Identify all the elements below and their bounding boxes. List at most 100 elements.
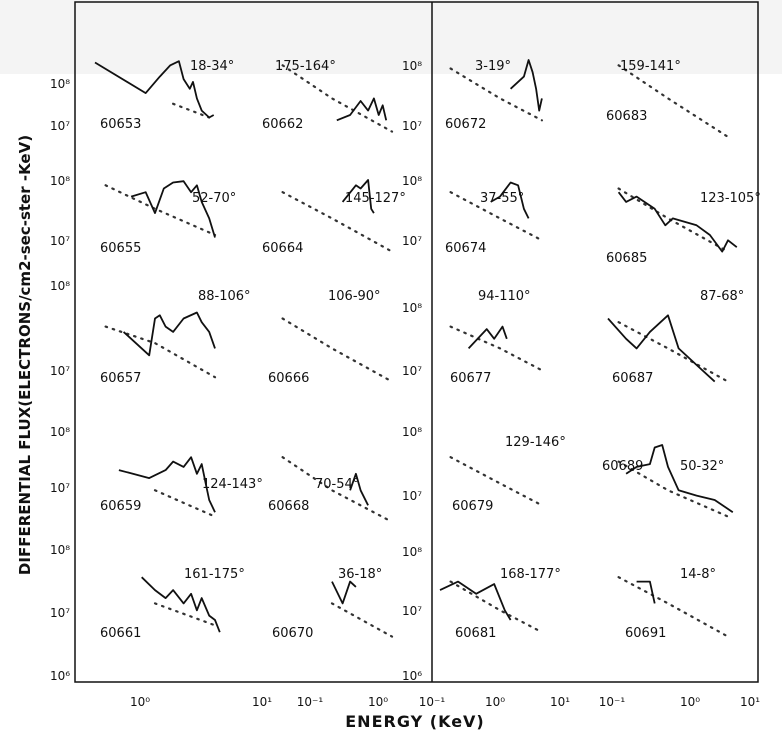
x-axis-label: ENERGY (KeV)	[345, 712, 484, 731]
page-scan-background	[0, 0, 782, 74]
panel-60668: 60668 70-54°	[268, 456, 394, 523]
panel-angle-label: 50-32°	[680, 459, 724, 474]
spectrum-line-60668	[349, 472, 369, 506]
panel-id-label: 60689	[602, 459, 643, 474]
background-spectrum-60655	[104, 184, 217, 237]
panel-angle-label: 70-54°	[315, 477, 359, 492]
panel-id-label: 60662	[262, 117, 303, 132]
y-tick-label: 10⁷	[50, 119, 70, 133]
x-tick-label: 10¹	[550, 695, 570, 709]
x-tick-label: 10⁰	[368, 695, 388, 709]
panel-angle-label: 175-164°	[275, 59, 336, 74]
background-spectrum-60672	[449, 67, 543, 122]
x-tick-label: 10⁻¹	[599, 695, 626, 709]
panel-angle-label: 124-143°	[202, 477, 263, 492]
x-tick-label: 10⁰	[130, 695, 150, 709]
panel-id-label: 60691	[625, 626, 666, 641]
panel-angle-label: 52-70°	[192, 191, 236, 206]
panel-angle-label: 145-127°	[345, 191, 406, 206]
y-tick-label: 10⁷	[50, 234, 70, 248]
panel-angle-label: 123-105°	[700, 191, 761, 206]
panel-id-label: 60679	[452, 499, 493, 514]
spectrum-line-60674	[490, 181, 530, 219]
panel-angle-label: 168-177°	[500, 567, 561, 582]
panel-60689: 60689 50-32°	[602, 444, 734, 518]
y-tick-label: 10⁸	[50, 174, 70, 188]
y-tick-label: 10⁸	[50, 425, 70, 439]
x-tick-label: 10¹	[740, 695, 760, 709]
y-tick-label: 10⁶	[50, 669, 70, 683]
panel-angle-label: 129-146°	[505, 435, 566, 450]
panel-60662: 60662 175-164°	[262, 59, 394, 133]
x-tick-label: 10¹	[252, 695, 272, 709]
spectrum-line-60662	[336, 97, 388, 122]
background-spectrum-60662	[281, 64, 394, 133]
panel-angle-label: 94-110°	[478, 289, 531, 304]
tick-labels: 10⁰ 10¹ 10⁻¹ 10⁰ 10⁻¹ 10⁰ 10¹ 10⁻¹ 10⁰ 10¹ 10⁸ 10⁷ 1…	[50, 59, 760, 709]
panel-angle-label: 14-8°	[680, 567, 716, 582]
panel-60683: 60683 159-141°	[606, 59, 730, 138]
panel-60657: 60657 88-106°	[100, 289, 251, 386]
panel-60691: 60691 14-8°	[617, 567, 730, 641]
y-tick-label: 10⁷	[50, 364, 70, 378]
y-tick-label: 10⁸	[50, 279, 70, 293]
panel-id-label: 60666	[268, 371, 309, 386]
panel-60672: 60672 3-19°	[445, 59, 543, 132]
spectrum-line-60691	[636, 580, 656, 604]
background-spectrum-60657	[104, 325, 217, 379]
y-tick-label: 10⁸	[402, 301, 422, 315]
spectrum-line-60657	[122, 311, 216, 357]
y-tick-label: 10⁷	[402, 364, 422, 378]
panel-id-label: 60659	[100, 499, 141, 514]
panel-angle-label: 87-68°	[700, 289, 744, 304]
y-tick-label: 10⁸	[402, 545, 422, 559]
background-spectrum-60677	[449, 325, 543, 372]
x-tick-label: 10⁻¹	[297, 695, 324, 709]
panel-id-label: 60674	[445, 241, 486, 256]
y-tick-label: 10⁸	[50, 543, 70, 557]
panel-angle-label: 106-90°	[328, 289, 381, 304]
panel-id-label: 60681	[455, 626, 496, 641]
background-spectrum-60683	[617, 64, 730, 138]
x-tick-label: 10⁰	[485, 695, 505, 709]
y-tick-label: 10⁷	[402, 604, 422, 618]
y-tick-label: 10⁷	[50, 481, 70, 495]
y-tick-label: 10⁸	[402, 425, 422, 439]
panel-id-label: 60653	[100, 117, 141, 132]
panel-angle-label: 88-106°	[198, 289, 251, 304]
panel-angle-label: 3-19°	[475, 59, 511, 74]
panels: 60653 18-34° 60655 52-70° 60657 88-106° 60659 1…	[94, 59, 761, 641]
background-spectrum-60653	[172, 102, 211, 119]
panel-60664: 60664 145-127°	[262, 179, 406, 256]
panel-60653: 60653 18-34°	[94, 59, 234, 132]
panel-id-label: 60668	[268, 499, 309, 514]
spectrum-line-60681	[439, 580, 512, 621]
panel-60661: 60661 161-175°	[100, 567, 245, 641]
panel-angle-label: 161-175°	[184, 567, 245, 582]
background-spectrum-60670	[330, 602, 394, 638]
spectrum-line-60670	[331, 580, 357, 605]
panel-60674: 60674 37-55°	[445, 181, 543, 256]
panel-60679: 60679 129-146°	[449, 435, 566, 514]
panel-angle-label: 159-141°	[620, 59, 681, 74]
panel-60685: 60685 123-105°	[606, 187, 761, 266]
spectrum-line-60659	[118, 456, 216, 513]
y-axis-label: DIFFERENTIAL FLUX(ELECTRONS/cm2-sec-ster…	[16, 135, 34, 575]
background-spectrum-60661	[153, 602, 217, 627]
y-tick-label: 10⁸	[402, 174, 422, 188]
x-tick-label: 10⁻¹	[419, 695, 446, 709]
spectrum-line-60661	[141, 576, 221, 633]
panel-60677: 60677 94-110°	[449, 289, 543, 386]
panel-angle-label: 18-34°	[190, 59, 234, 74]
panel-id-label: 60685	[606, 251, 647, 266]
spectrum-line-60685	[617, 191, 738, 253]
spectrum-line-60655	[130, 180, 216, 238]
spectrum-line-60664	[341, 179, 375, 214]
plot-frame-left	[74, 1, 759, 683]
background-spectrum-60668	[281, 456, 394, 523]
spectrum-line-60689	[625, 444, 734, 513]
spectrum-line-60672	[509, 59, 543, 112]
panel-60655: 60655 52-70°	[100, 180, 236, 256]
background-spectrum-60659	[153, 489, 217, 518]
spectrum-line-60677	[467, 325, 508, 350]
